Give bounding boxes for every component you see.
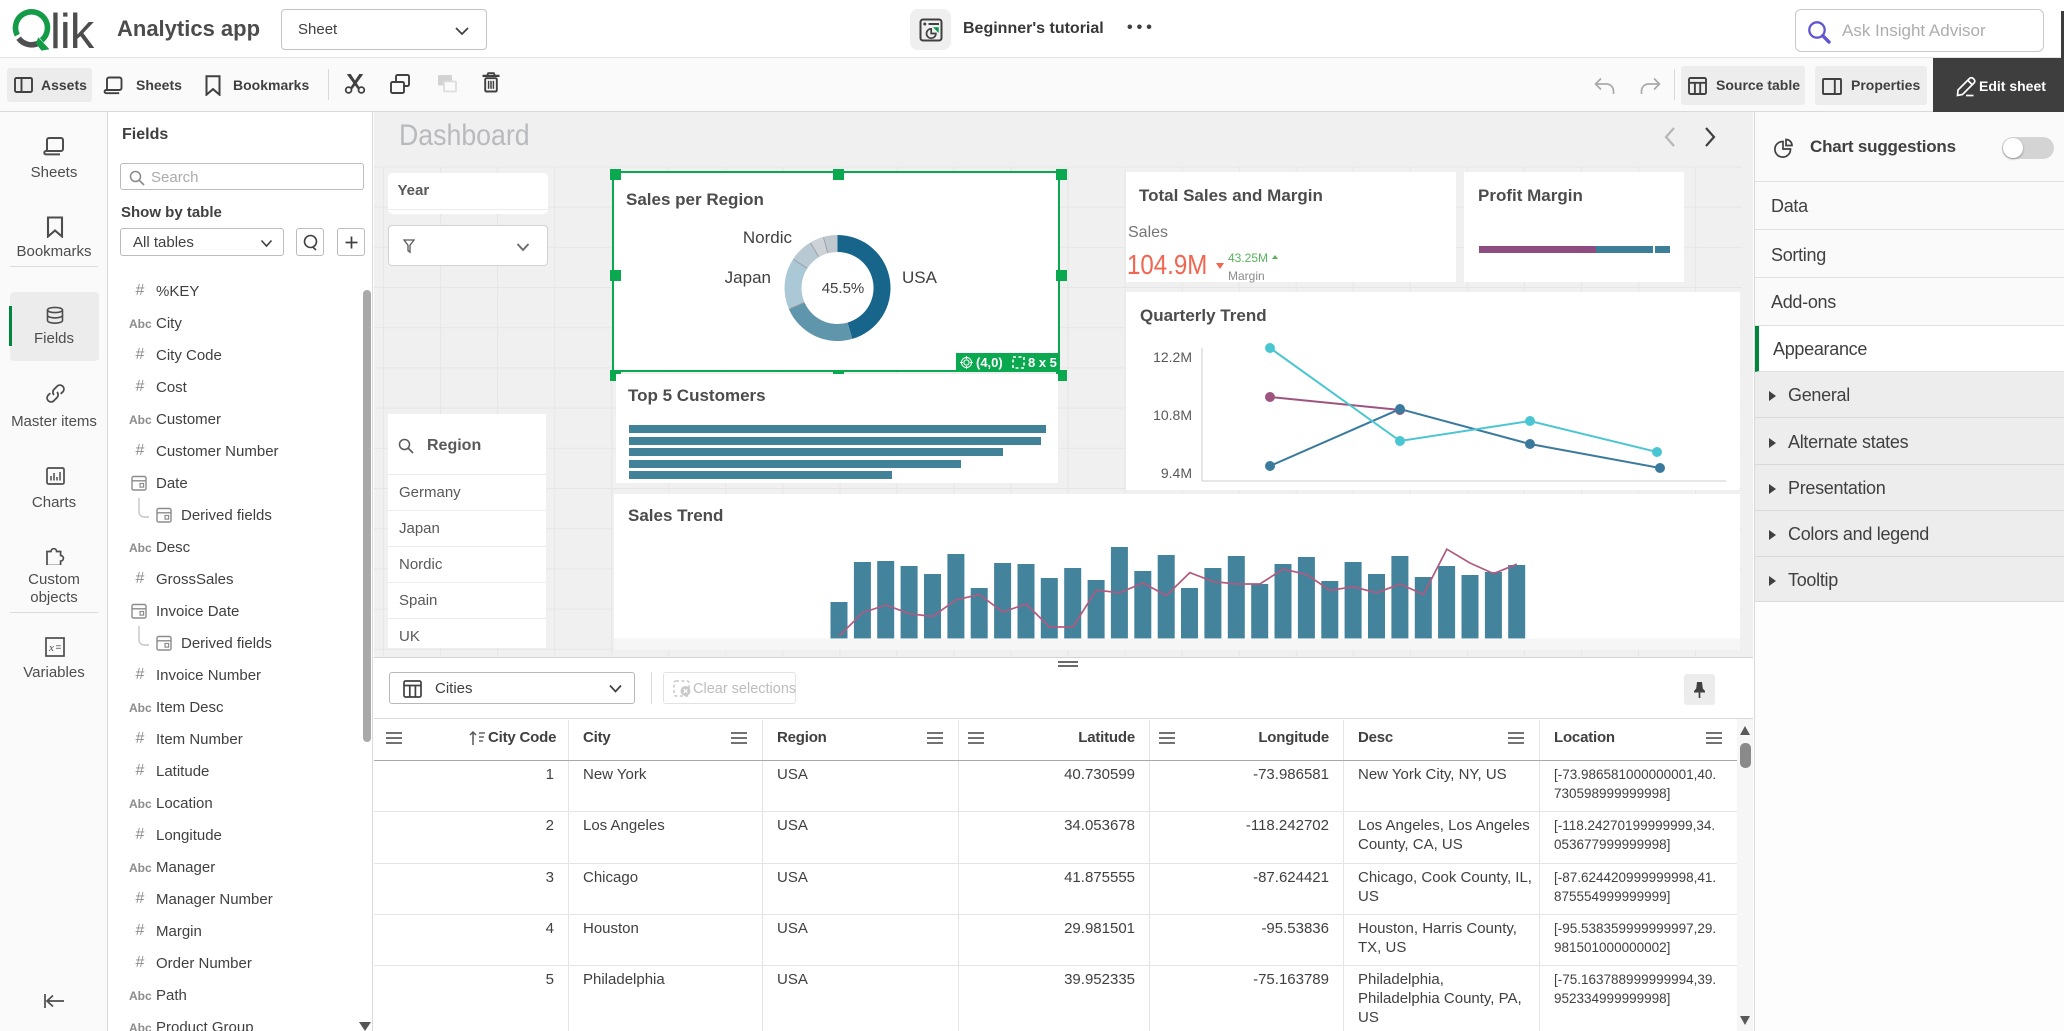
svg-text:45.5%: 45.5% — [822, 280, 865, 297]
svg-text:USA: USA — [902, 268, 938, 287]
svg-text:lik: lik — [50, 6, 95, 52]
svg-text:=: = — [56, 643, 62, 654]
svg-text:9.4M: 9.4M — [1161, 465, 1192, 481]
svg-text:12.2M: 12.2M — [1153, 349, 1192, 365]
svg-text:x: x — [48, 642, 54, 654]
svg-text:10.8M: 10.8M — [1153, 407, 1192, 423]
svg-text:Japan: Japan — [725, 268, 771, 287]
svg-text:Nordic: Nordic — [743, 228, 793, 247]
